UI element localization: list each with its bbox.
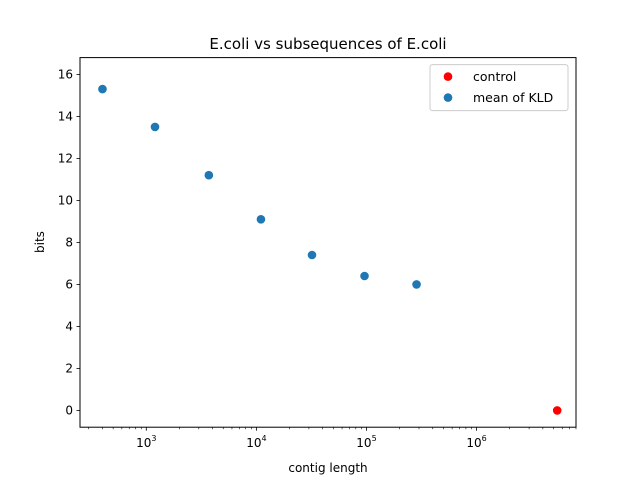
data-point-control [552, 406, 562, 415]
data-point-mean-kld [256, 215, 266, 224]
y-tick-label: 16 [58, 68, 73, 82]
y-tick-label: 0 [65, 404, 73, 418]
y-tick-label: 8 [65, 236, 73, 250]
legend-marker [443, 72, 453, 81]
y-tick-label: 10 [58, 194, 73, 208]
data-point-mean-kld [98, 84, 107, 94]
y-tick-label: 12 [58, 152, 73, 166]
x-tick-label: 104 [246, 434, 266, 450]
x-tick-label: 106 [466, 434, 486, 450]
legend-label: control [473, 69, 516, 84]
x-axis-ticks: 103 104 105 106 [88, 427, 577, 450]
data-point-mean-kld [307, 250, 317, 260]
x-tick-label: 103 [136, 434, 156, 450]
x-tick-base: 10 [136, 436, 151, 450]
x-tick-base: 10 [466, 436, 481, 450]
x-tick-base: 10 [356, 436, 371, 450]
x-tick-exponent: 5 [372, 434, 377, 443]
y-axis-ticks: 0 2 4 6 8 10 12 14 16 [58, 68, 80, 418]
x-tick-exponent: 6 [482, 434, 487, 443]
legend-box [429, 64, 569, 112]
y-tick-label: 2 [65, 362, 73, 376]
x-tick-exponent: 4 [261, 434, 266, 443]
legend-label: mean of KLD [473, 90, 553, 105]
y-tick-label: 4 [65, 320, 73, 334]
legend-marker [443, 93, 453, 102]
data-point-mean-kld [150, 122, 160, 132]
y-tick-label: 6 [65, 278, 73, 292]
data-point-mean-kld [412, 280, 421, 289]
x-tick-base: 10 [246, 436, 261, 450]
y-tick-label: 14 [58, 110, 73, 124]
data-point-mean-kld [360, 271, 369, 281]
x-axis-label: contig length [288, 461, 367, 475]
chart-title: E.coli vs subsequences of E.coli [209, 35, 446, 53]
plot-frame [79, 57, 577, 428]
legend: control mean of KLD [429, 64, 569, 112]
y-axis-label: bits [33, 231, 47, 253]
x-tick-exponent: 3 [151, 434, 156, 443]
data-point-mean-kld [204, 170, 214, 180]
x-tick-label: 105 [356, 434, 376, 450]
data-points [98, 84, 562, 415]
